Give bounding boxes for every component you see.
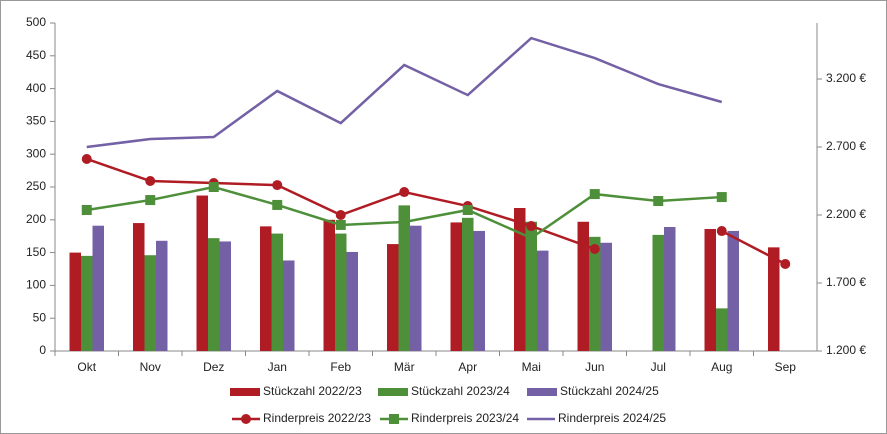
marker — [526, 232, 537, 243]
y-tick-label: 500 — [26, 15, 46, 29]
x-tick-label: Apr — [458, 360, 477, 374]
bar — [133, 223, 145, 351]
y-tick-label: 200 — [26, 212, 46, 226]
bar — [716, 308, 728, 351]
marker — [716, 192, 727, 203]
y-tick-label: 50 — [33, 310, 47, 324]
y-tick-label: 400 — [26, 81, 46, 95]
legend-label: Rinderpreis 2024/25 — [558, 411, 666, 425]
bar — [525, 221, 537, 351]
bar — [600, 242, 612, 351]
x-tick-label: Mai — [522, 360, 541, 374]
y-tick-label: 150 — [26, 245, 46, 259]
legend-swatch — [230, 388, 260, 396]
marker — [145, 195, 156, 206]
y2-tick-label: 2.200 € — [826, 207, 866, 221]
marker — [399, 216, 410, 227]
bar — [260, 226, 272, 351]
bar — [450, 222, 462, 351]
bar — [462, 217, 474, 351]
bar — [537, 250, 549, 351]
bar — [652, 234, 664, 351]
marker — [145, 176, 156, 187]
bar — [335, 233, 347, 351]
bar — [346, 251, 358, 351]
y2-tick-label: 1.700 € — [826, 275, 866, 289]
bar — [271, 233, 283, 351]
marker — [653, 196, 664, 207]
y2-tick-label: 3.200 € — [826, 71, 866, 85]
bar — [410, 225, 422, 351]
x-tick-label: Sep — [775, 360, 797, 374]
bar — [768, 247, 780, 351]
bar — [577, 221, 589, 351]
legend-swatch — [378, 388, 408, 396]
x-tick-label: Jan — [268, 360, 287, 374]
y-tick-label: 450 — [26, 48, 46, 62]
x-tick-label: Dez — [203, 360, 224, 374]
bar — [473, 230, 485, 351]
bar — [589, 236, 601, 351]
y-tick-label: 300 — [26, 146, 46, 160]
marker — [716, 226, 727, 237]
marker — [399, 187, 410, 198]
y2-tick-label: 1.200 € — [826, 343, 866, 357]
marker — [589, 244, 600, 255]
bar — [156, 240, 168, 351]
bar — [283, 260, 295, 351]
marker — [81, 204, 92, 215]
bar — [664, 227, 676, 351]
bar — [398, 205, 410, 351]
y-tick-label: 350 — [26, 114, 46, 128]
x-tick-label: Okt — [77, 360, 96, 374]
y2-tick-label: 2.700 € — [826, 139, 866, 153]
legend-marker — [241, 414, 251, 424]
legend-label: Stückzahl 2023/24 — [411, 384, 510, 398]
marker — [589, 189, 600, 200]
x-tick-label: Feb — [330, 360, 351, 374]
marker — [335, 219, 346, 230]
y-tick-label: 250 — [26, 179, 46, 193]
legend-label: Stückzahl 2022/23 — [263, 384, 362, 398]
x-tick-label: Mär — [394, 360, 415, 374]
bar — [323, 219, 335, 351]
bar — [144, 255, 156, 351]
legend-label: Rinderpreis 2022/23 — [263, 411, 371, 425]
marker — [335, 210, 346, 221]
y-tick-label: 0 — [39, 343, 46, 357]
legend-marker — [389, 414, 399, 424]
y-tick-label: 100 — [26, 278, 46, 292]
legend-label: Rinderpreis 2023/24 — [411, 411, 519, 425]
bar — [196, 195, 208, 351]
x-tick-label: Jul — [651, 360, 666, 374]
marker — [272, 180, 283, 191]
legend-swatch — [527, 388, 557, 396]
bar — [514, 207, 526, 351]
bar — [92, 225, 104, 351]
bar — [81, 255, 93, 351]
bar — [69, 252, 81, 351]
marker — [780, 258, 791, 269]
marker — [462, 204, 473, 215]
line — [86, 36, 723, 149]
bar — [208, 238, 220, 351]
x-tick-label: Nov — [140, 360, 161, 374]
bar — [727, 230, 739, 351]
bar — [219, 241, 231, 351]
x-tick-label: Jun — [585, 360, 604, 374]
marker — [208, 182, 219, 192]
bar — [387, 244, 399, 351]
bar — [704, 228, 716, 351]
marker — [272, 199, 283, 210]
x-tick-label: Aug — [711, 360, 732, 374]
marker — [81, 153, 92, 164]
legend-label: Stückzahl 2024/25 — [560, 384, 659, 398]
marker — [526, 221, 537, 232]
